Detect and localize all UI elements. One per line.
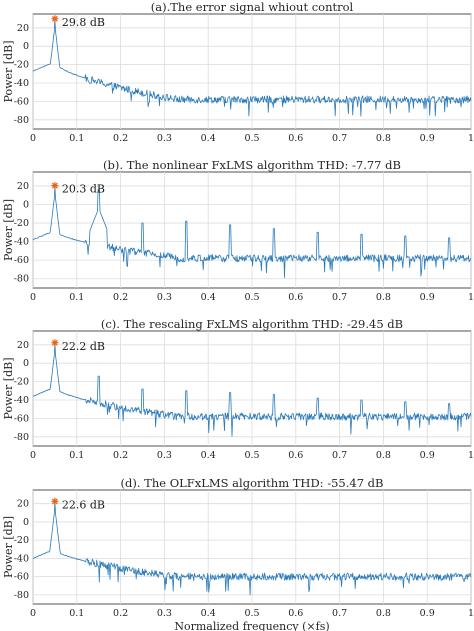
y-tick-label: 20 [17, 23, 29, 34]
y-tick-label: -40 [14, 395, 29, 406]
x-tick-label: 0.6 [288, 292, 303, 303]
spectrum-line [32, 185, 472, 279]
x-tick-label: 0.3 [157, 133, 172, 144]
x-tick-label: 0.4 [201, 133, 216, 144]
y-tick-label: -40 [14, 78, 29, 89]
peak-label: 22.6 dB [62, 498, 105, 511]
spectrum-panel-3: 0 0.1 0.2 0.3 0.4 0.5 0.6 0.7 0.8 0.9 1 20 0 -20 -40 -6… [2, 317, 474, 461]
x-tick-label: 0.7 [332, 450, 347, 461]
y-tick-label: 20 [17, 340, 29, 351]
peak-label: 29.8 dB [62, 16, 105, 29]
y-tick-label: 20 [17, 499, 29, 510]
x-tick-label: 0.9 [420, 292, 435, 303]
x-tick-label: 0.8 [376, 608, 391, 619]
x-tick-label: 0.9 [420, 133, 435, 144]
peak-label: 22.2 dB [62, 340, 105, 353]
x-tick-label: 0.3 [157, 450, 172, 461]
spectrum-line [32, 500, 472, 596]
peak-marker [51, 497, 59, 505]
spectrum-panel-1: 0 0.1 0.2 0.3 0.4 0.5 0.6 0.7 0.8 0.9 1 20 0 -20 -40 -6… [2, 0, 474, 144]
x-tick-label: 0.1 [69, 450, 84, 461]
y-tick-label: -80 [14, 115, 29, 126]
y-tick-label: -80 [14, 590, 29, 601]
y-axis-label: Power [dB] [2, 516, 15, 578]
x-tick-label: 0.5 [244, 450, 259, 461]
x-tick-label: 1 [468, 450, 474, 461]
x-tick-label: 0.4 [201, 450, 216, 461]
x-tick-label: 0.2 [113, 133, 128, 144]
y-tick-label: -20 [14, 218, 29, 229]
x-tick-label: 0.3 [157, 292, 172, 303]
spectrum-panel-2: 0 0.1 0.2 0.3 0.4 0.5 0.6 0.7 0.8 0.9 1 20 0 -20 -40 -6… [2, 158, 474, 303]
peak-marker [51, 15, 59, 23]
y-tick-label: -20 [14, 377, 29, 388]
x-tick-label: 0.3 [157, 608, 172, 619]
x-tick-label: 1 [468, 133, 474, 144]
y-tick-label: 20 [17, 181, 29, 192]
y-tick-label: -40 [14, 553, 29, 564]
y-tick-label: -60 [14, 413, 29, 424]
y-axis-label: Power [dB] [2, 199, 15, 261]
x-tick-label: 0.7 [332, 608, 347, 619]
y-tick-label: 0 [23, 358, 29, 369]
y-axis-label: Power [dB] [2, 41, 15, 103]
x-tick-label: 1 [468, 292, 474, 303]
peak-marker [51, 182, 59, 190]
peak-marker [51, 339, 59, 347]
x-tick-label: 0.2 [113, 292, 128, 303]
spectrum-line [32, 342, 472, 437]
x-tick-label: 0.6 [288, 608, 303, 619]
x-tick-label: 0.6 [288, 133, 303, 144]
x-tick-label: 0.4 [201, 608, 216, 619]
y-tick-label: -80 [14, 432, 29, 443]
y-tick-label: -80 [14, 274, 29, 285]
x-axis-label: Normalized frequency (×fs) [174, 620, 329, 631]
y-tick-label: -60 [14, 572, 29, 583]
x-tick-label: 0.1 [69, 292, 84, 303]
x-tick-label: 0.9 [420, 608, 435, 619]
panel-title: (a).The error signal whiout control [151, 0, 354, 14]
x-tick-label: 0 [30, 608, 36, 619]
x-tick-label: 0.8 [376, 450, 391, 461]
y-tick-label: 0 [23, 199, 29, 210]
y-tick-label: 0 [23, 41, 29, 52]
x-tick-label: 0.1 [69, 608, 84, 619]
y-tick-label: 0 [23, 517, 29, 528]
x-tick-label: 0.7 [332, 292, 347, 303]
spectrum-line [32, 18, 472, 117]
x-tick-label: 0.6 [288, 450, 303, 461]
x-tick-label: 0.1 [69, 133, 84, 144]
y-tick-label: -20 [14, 60, 29, 71]
x-tick-label: 1 [468, 608, 474, 619]
x-tick-label: 0 [30, 450, 36, 461]
peak-label: 20.3 dB [62, 183, 105, 196]
y-axis-label: Power [dB] [2, 358, 15, 420]
x-tick-label: 0 [30, 133, 36, 144]
x-tick-label: 0.5 [244, 292, 259, 303]
x-tick-label: 0.5 [244, 133, 259, 144]
y-tick-label: -40 [14, 237, 29, 248]
y-tick-label: -60 [14, 255, 29, 266]
x-tick-label: 0.2 [113, 450, 128, 461]
panel-title: (d). The OLFxLMS algorithm THD: -55.47 d… [121, 476, 384, 490]
x-tick-label: 0 [30, 292, 36, 303]
x-tick-label: 0.8 [376, 133, 391, 144]
x-tick-label: 0.9 [420, 450, 435, 461]
x-tick-label: 0.2 [113, 608, 128, 619]
x-tick-label: 0.4 [201, 292, 216, 303]
x-tick-label: 0.8 [376, 292, 391, 303]
panel-title: (b). The nonlinear FxLMS algorithm THD: … [103, 158, 401, 172]
y-tick-label: -60 [14, 96, 29, 107]
y-tick-label: -20 [14, 535, 29, 546]
x-tick-label: 0.5 [244, 608, 259, 619]
panel-title: (c). The rescaling FxLMS algorithm THD: … [101, 317, 403, 331]
x-tick-label: 0.7 [332, 133, 347, 144]
spectrum-panel-4: 0 0.1 0.2 0.3 0.4 0.5 0.6 0.7 0.8 0.9 1 20 0 -20 -40 -6… [2, 476, 474, 631]
